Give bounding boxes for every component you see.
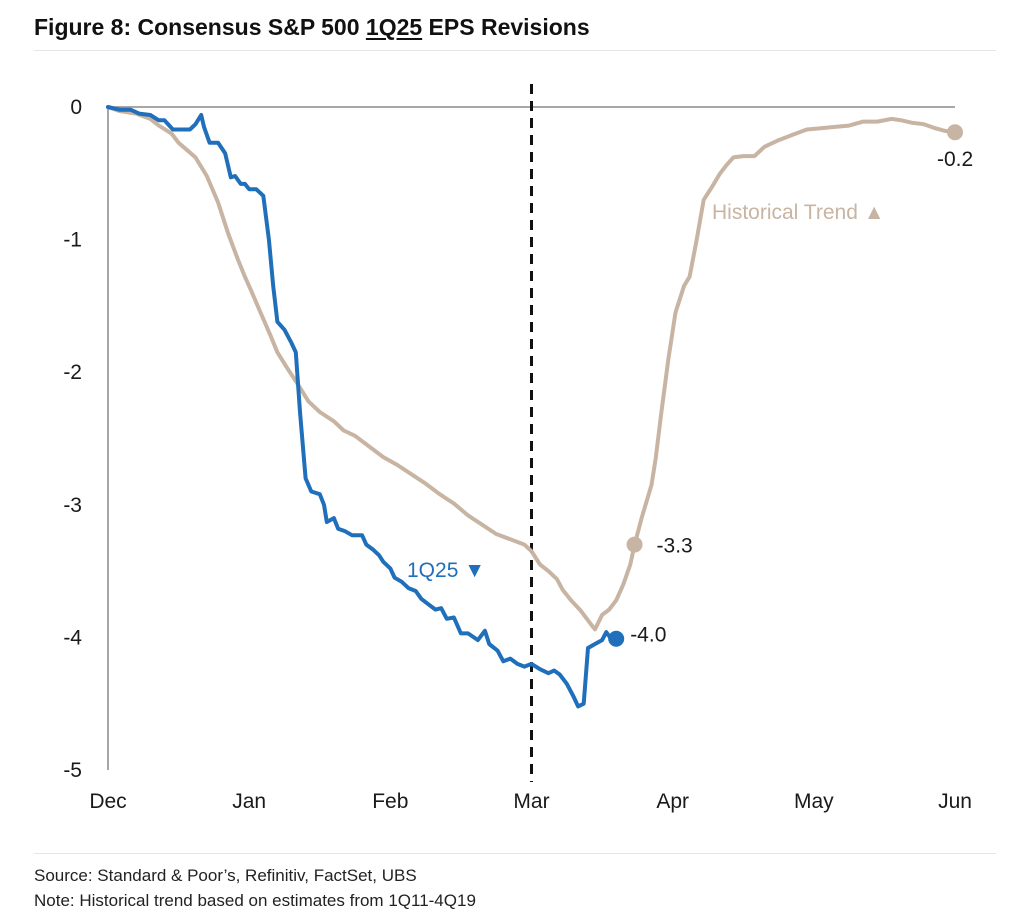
historical-current-point — [626, 536, 643, 553]
historical-end-point — [947, 124, 963, 141]
y-tick-label: 0 — [70, 96, 82, 119]
x-tick-label: May — [794, 790, 834, 813]
historical-final-value-label: -0.2 — [937, 148, 973, 171]
q125-series-label: 1Q25 ▼ — [407, 559, 485, 582]
chart-title-underlined: 1Q25 — [365, 14, 423, 40]
historical-trend-label: Historical Trend ▲ — [712, 201, 885, 224]
x-tick-label: Apr — [656, 790, 689, 813]
source-note: Source: Standard & Poor’s, Refinitiv, Fa… — [34, 866, 417, 885]
historical-trend-line — [106, 105, 957, 632]
x-tick-label: Feb — [372, 790, 408, 813]
chart-labels: -0.2 -3.3 -4.0 Historical Trend ▲ 1Q25 ▼ — [407, 148, 973, 647]
chart-series — [106, 105, 963, 709]
q125-line — [106, 105, 619, 709]
title-divider — [34, 50, 996, 51]
x-tick-label: Dec — [89, 790, 126, 813]
eps-revisions-chart: 0 -1 -2 -3 -4 -5 Dec Jan Feb Mar Apr May Jun -0.2 -3.… — [63, 84, 973, 813]
methodology-note: Note: Historical trend based on estimate… — [34, 891, 476, 910]
x-tick-label: Mar — [513, 790, 549, 813]
y-tick-label: -3 — [63, 494, 82, 517]
footer-divider — [34, 853, 996, 854]
chart-axes: 0 -1 -2 -3 -4 -5 Dec Jan Feb Mar Apr May Jun — [63, 84, 972, 813]
q125-end-point — [608, 630, 625, 647]
chart-title: Figure 8: Consensus S&P 500 1Q25 EPS Rev… — [34, 14, 590, 41]
x-tick-label: Jun — [938, 790, 972, 813]
historical-current-value-label: -3.3 — [657, 535, 693, 558]
y-tick-label: -2 — [63, 361, 82, 384]
y-tick-label: -5 — [63, 759, 82, 782]
chart-title-suffix: EPS Revisions — [422, 14, 590, 40]
y-tick-label: -4 — [63, 626, 82, 649]
q125-value-label: -4.0 — [630, 624, 666, 647]
chart-title-prefix: Figure 8: Consensus S&P 500 — [34, 14, 366, 40]
y-tick-label: -1 — [63, 229, 82, 252]
x-tick-label: Jan — [232, 790, 266, 813]
